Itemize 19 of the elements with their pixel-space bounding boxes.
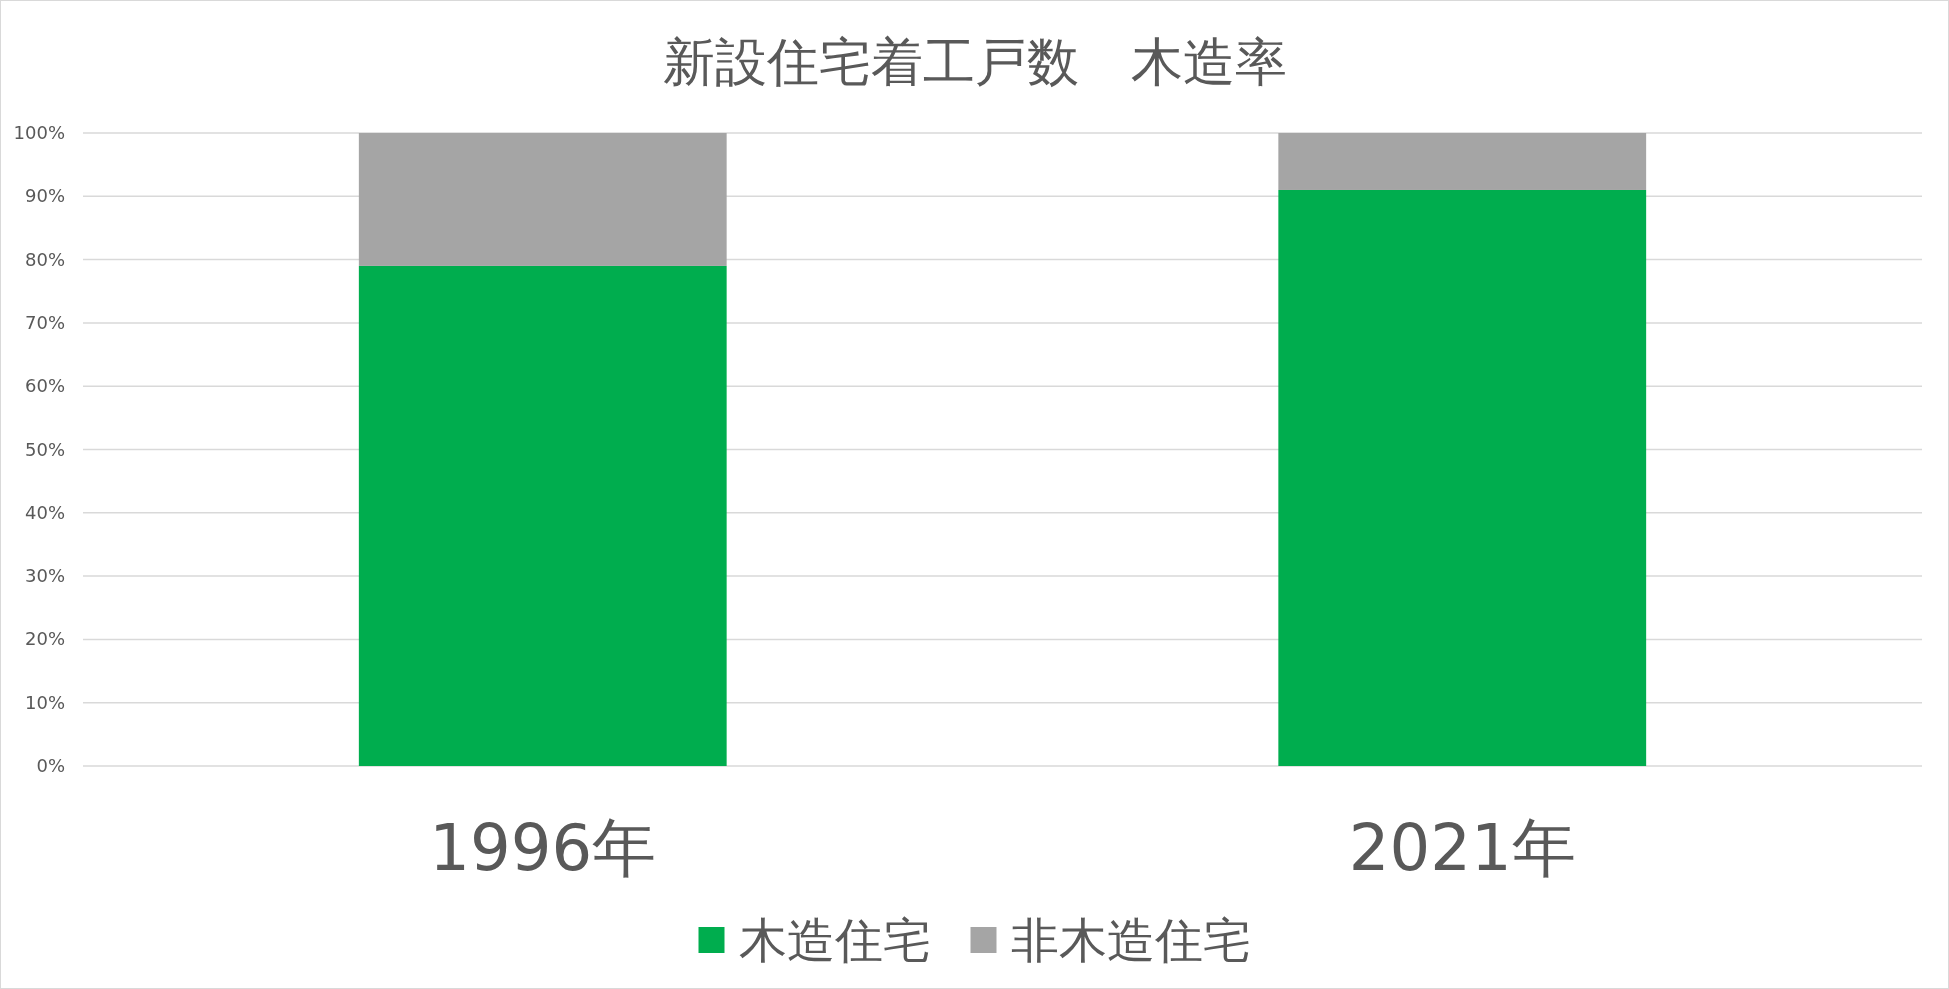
y-tick-label: 60% (24, 375, 65, 397)
y-tick-label: 40% (24, 501, 65, 523)
bar (358, 265, 727, 766)
chart-title: 新設住宅着工戸数 木造率 (662, 32, 1287, 92)
y-tick-label: 70% (24, 311, 65, 333)
bar (358, 133, 727, 266)
y-tick-label: 80% (24, 248, 65, 270)
bar (1278, 133, 1647, 190)
x-tick-label: 1996年 (429, 811, 657, 885)
y-tick-label: 20% (24, 628, 65, 650)
bar (1278, 189, 1647, 766)
y-tick-label: 100% (13, 122, 65, 143)
x-tick-label: 2021年 (1348, 811, 1576, 885)
y-tick-label: 90% (24, 185, 65, 207)
y-tick-label: 0% (36, 755, 65, 776)
y-tick-label: 30% (24, 565, 65, 587)
y-tick-label: 10% (24, 691, 65, 713)
legend-label: 木造住宅 (738, 912, 931, 969)
y-tick-label: 50% (24, 438, 65, 460)
